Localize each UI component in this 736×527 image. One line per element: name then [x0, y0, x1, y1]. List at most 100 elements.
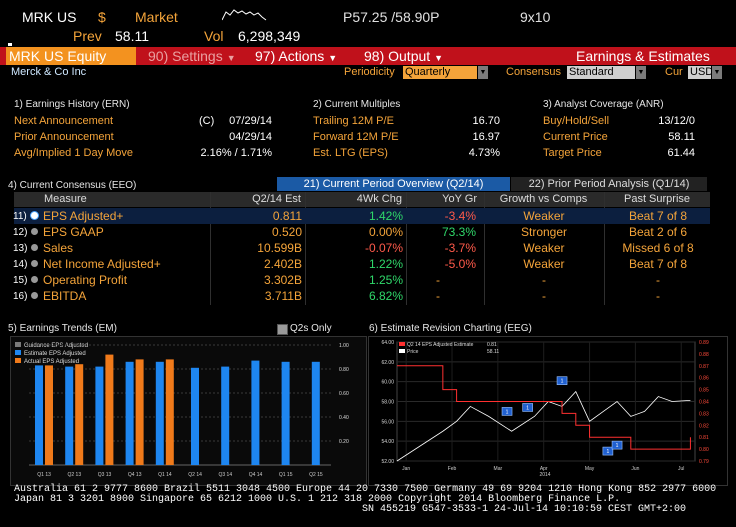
estimate-bar: [221, 366, 230, 465]
tab-prior-period[interactable]: 22) Prior Period Analysis (Q1/14): [511, 177, 707, 191]
right-tick-label: 0.86: [699, 376, 709, 382]
revision-marker-label: 1: [561, 379, 564, 385]
consensus-tabs: 21) Current Period Overview (Q2/14) 22) …: [277, 177, 707, 191]
chevron-down-icon[interactable]: ▼: [636, 66, 646, 79]
col-growth-vs-comps[interactable]: Growth vs Comps: [499, 193, 588, 205]
bid-ask-quote: P57.25 /58.90P: [343, 9, 440, 25]
y-tick-label: 0.20: [339, 439, 349, 445]
past-surprise: -: [656, 273, 660, 287]
left-tick-label: 54.00: [381, 439, 394, 445]
table-row[interactable]: 12) EPS GAAP 0.520 0.00% 73.3% Stronger …: [0, 224, 736, 240]
yoy-growth: -: [436, 273, 440, 287]
row-number: 15): [13, 275, 28, 286]
revision-marker[interactable]: 1: [501, 407, 513, 416]
footer-contacts-line2: Japan 81 3 3201 8900 Singapore 65 6212 1…: [14, 494, 621, 505]
legend-estimate: Q2 14 EPS Adjusted Estimate: [407, 342, 474, 348]
output-label: 98) Output: [364, 48, 431, 64]
legend-actual: Actual EPS Adjusted: [24, 359, 79, 365]
forward-pe-label: Forward 12M P/E: [313, 131, 399, 143]
consensus-label: Consensus: [506, 66, 562, 78]
radio-button[interactable]: [31, 260, 38, 267]
right-tick-label: 0.84: [699, 400, 709, 406]
col-measure[interactable]: Measure: [44, 193, 87, 205]
est-ltg-label: Est. LTG (EPS): [313, 147, 388, 159]
radio-button[interactable]: [31, 212, 38, 219]
revision-chart-title[interactable]: 6) Estimate Revision Charting (EEG): [369, 323, 532, 334]
analyst-coverage-title[interactable]: 3) Analyst Coverage (ANR): [543, 99, 664, 110]
actual-bar: [45, 365, 53, 465]
market-label: Market: [135, 9, 178, 25]
prior-announcement-date: 04/29/14: [229, 131, 272, 143]
yoy-growth: -3.4%: [444, 209, 476, 223]
periodicity-select[interactable]: Quarterly: [403, 66, 477, 79]
radio-button[interactable]: [31, 228, 38, 235]
q2s-only-label: Q2s Only: [290, 323, 332, 334]
revision-marker-label: 1: [607, 449, 610, 455]
estimate-value: 2.402B: [263, 257, 302, 271]
table-row[interactable]: 14) Net Income Adjusted+ 2.402B 1.22% -5…: [0, 256, 736, 272]
left-tick-label: 56.00: [381, 419, 394, 425]
estimate-bar: [155, 361, 164, 465]
actions-menu[interactable]: 97) Actions ▼: [255, 47, 337, 65]
right-tick-label: 0.87: [699, 364, 709, 370]
consensus-select[interactable]: Standard: [567, 66, 635, 79]
x-tick-label: Jul: [678, 466, 684, 472]
column-divider: [484, 192, 485, 305]
earnings-trends-svg: Guidance EPS Adjusted Estimate EPS Adjus…: [15, 342, 349, 478]
past-surprise: Missed 6 of 8: [622, 241, 694, 255]
settings-menu[interactable]: 90) Settings ▼: [148, 47, 236, 65]
earnings-trends-title[interactable]: 5) Earnings Trends (EM): [8, 323, 117, 334]
right-tick-label: 0.88: [699, 352, 709, 358]
volume-label: Vol: [204, 28, 224, 44]
table-row[interactable]: 16) EBITDA 3.711B 6.82% - - -: [0, 288, 736, 304]
footer-contacts-line1: Australia 61 2 9777 8600 Brazil 5511 304…: [14, 484, 717, 495]
radio-button[interactable]: [31, 276, 38, 283]
selected-row-highlight: [14, 208, 710, 224]
chevron-down-icon[interactable]: ▼: [478, 66, 488, 79]
radio-button[interactable]: [31, 244, 38, 251]
revision-marker[interactable]: 1: [602, 446, 614, 456]
row-number: 16): [13, 291, 28, 302]
earnings-history-title[interactable]: 1) Earnings History (ERN): [14, 99, 130, 110]
yoy-growth: -: [436, 289, 440, 303]
table-row[interactable]: 13) Sales 10.599B -0.07% -3.7% Weaker Mi…: [0, 240, 736, 256]
current-consensus-title[interactable]: 4) Current Consensus (EEO): [8, 180, 137, 191]
col-past-surprise[interactable]: Past Surprise: [623, 193, 691, 205]
table-row[interactable]: 15) Operating Profit 3.302B 1.25% - - -: [0, 272, 736, 288]
left-tick-label: 62.00: [381, 360, 394, 366]
q2s-only-checkbox[interactable]: [277, 324, 288, 335]
col-4wk-chg[interactable]: 4Wk Chg: [356, 193, 402, 205]
revision-marker[interactable]: 1: [522, 403, 533, 412]
row-number: 11): [13, 211, 27, 222]
y-tick-label: 0.60: [339, 391, 349, 397]
security-tab[interactable]: MRK US Equity: [6, 47, 136, 65]
estimate-bar: [65, 366, 74, 465]
day-move-label: Avg/Implied 1 Day Move: [14, 147, 134, 159]
chart-legend: Guidance EPS Adjusted Estimate EPS Adjus…: [15, 342, 88, 365]
chevron-down-icon: ▼: [328, 53, 338, 63]
settings-label: 90) Settings: [148, 48, 223, 64]
revision-marker[interactable]: 1: [556, 376, 568, 385]
col-yoy-growth[interactable]: YoY Gr: [442, 193, 477, 205]
col-estimate[interactable]: Q2/14 Est: [252, 193, 301, 205]
yoy-growth: 73.3%: [441, 225, 476, 239]
actual-bar: [75, 364, 84, 465]
table-row[interactable]: 11) EPS Adjusted+ 0.811 1.42% -3.4% Weak…: [0, 208, 736, 224]
earnings-trends-chart: Guidance EPS Adjusted Estimate EPS Adjus…: [10, 336, 367, 486]
currency-select[interactable]: USD: [688, 66, 714, 79]
bid-ask-size: 9x10: [520, 9, 551, 25]
est-ltg-value: 4.73%: [468, 147, 500, 159]
day-move-value: 2.16% / 1.71%: [200, 147, 272, 159]
x-tick-label: Q3 13: [98, 472, 112, 478]
column-divider: [305, 192, 306, 305]
left-tick-label: 64.00: [381, 340, 394, 346]
output-menu[interactable]: 98) Output ▼: [364, 47, 443, 65]
measure-name: EBITDA: [43, 289, 87, 303]
footer-session-line: SN 455219 G547-3533-1 24-Jul-14 10:10:59…: [362, 504, 687, 515]
legend-swatch-estimate: [15, 350, 21, 355]
radio-button[interactable]: [31, 292, 38, 299]
legend-guidance: Guidance EPS Adjusted: [24, 343, 88, 349]
chevron-down-icon[interactable]: ▼: [712, 66, 722, 79]
revision-marker[interactable]: 1: [611, 440, 623, 450]
tab-current-period[interactable]: 21) Current Period Overview (Q2/14): [277, 177, 510, 191]
